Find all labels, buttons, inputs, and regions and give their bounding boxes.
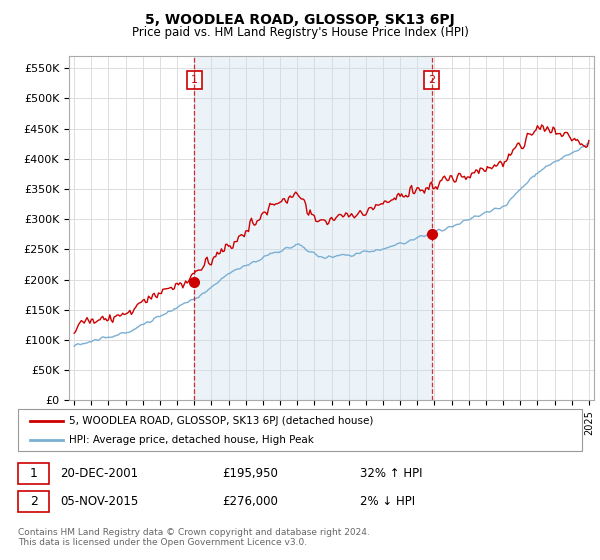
Bar <box>194 56 432 400</box>
Text: Price paid vs. HM Land Registry's House Price Index (HPI): Price paid vs. HM Land Registry's House … <box>131 26 469 39</box>
Text: 2: 2 <box>428 75 436 85</box>
Text: HPI: Average price, detached house, High Peak: HPI: Average price, detached house, High… <box>69 435 314 445</box>
Text: £276,000: £276,000 <box>222 494 278 508</box>
Text: 1: 1 <box>29 466 38 480</box>
Text: 5, WOODLEA ROAD, GLOSSOP, SK13 6PJ (detached house): 5, WOODLEA ROAD, GLOSSOP, SK13 6PJ (deta… <box>69 416 373 426</box>
Text: 05-NOV-2015: 05-NOV-2015 <box>60 494 138 508</box>
Text: 32% ↑ HPI: 32% ↑ HPI <box>360 466 422 480</box>
Text: £195,950: £195,950 <box>222 466 278 480</box>
Text: 20-DEC-2001: 20-DEC-2001 <box>60 466 138 480</box>
Text: 5, WOODLEA ROAD, GLOSSOP, SK13 6PJ: 5, WOODLEA ROAD, GLOSSOP, SK13 6PJ <box>145 13 455 27</box>
Text: 2% ↓ HPI: 2% ↓ HPI <box>360 494 415 508</box>
Text: 1: 1 <box>191 75 198 85</box>
Text: Contains HM Land Registry data © Crown copyright and database right 2024.
This d: Contains HM Land Registry data © Crown c… <box>18 528 370 547</box>
Text: 2: 2 <box>29 494 38 508</box>
